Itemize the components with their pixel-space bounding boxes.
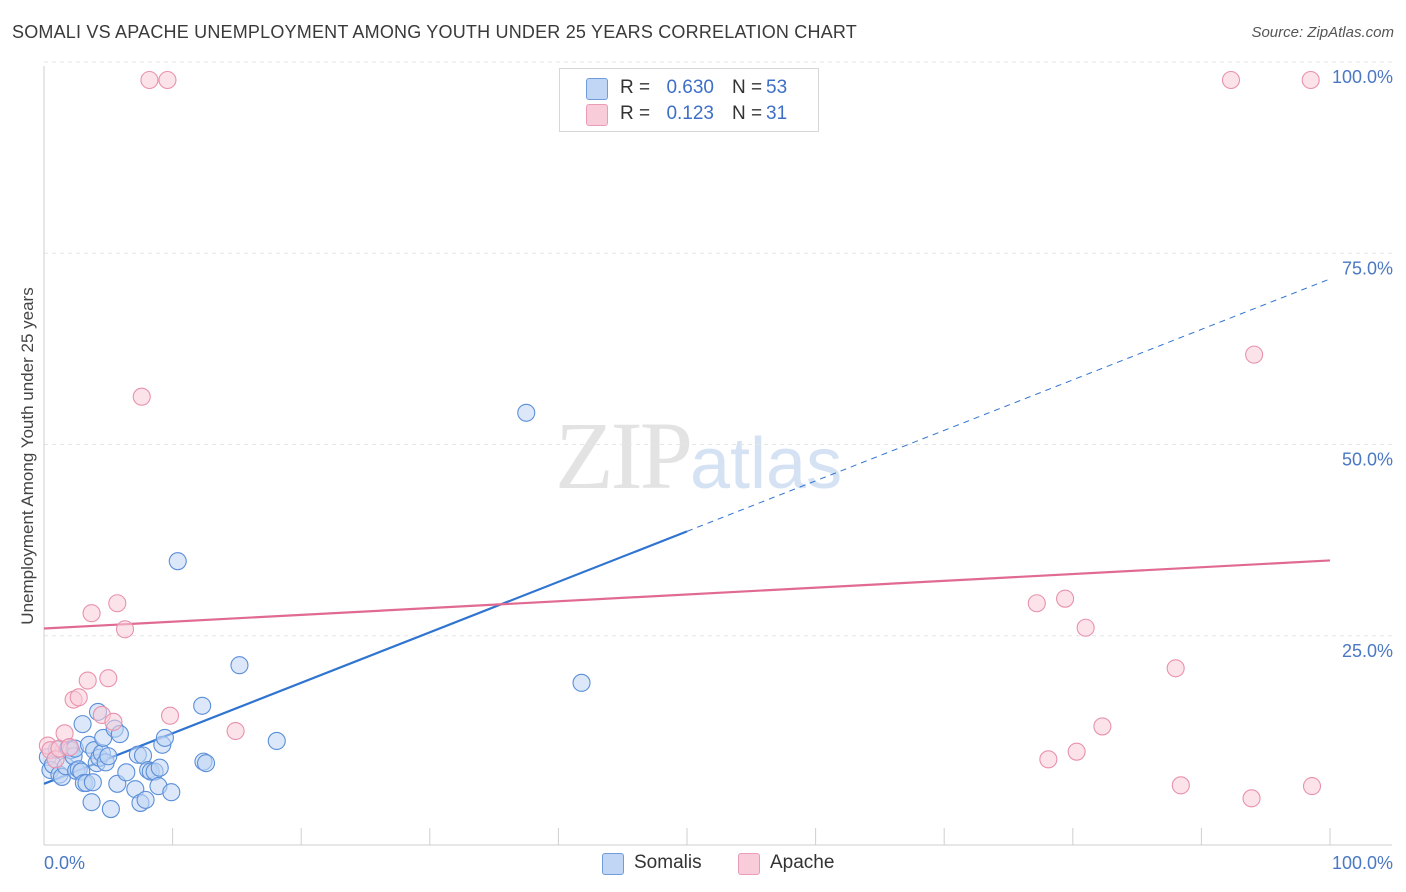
data-point-apache: [1027, 594, 1046, 613]
axes: [43, 66, 1392, 846]
x-tick-label: 100.0%: [1332, 853, 1393, 873]
trend-line-extension-somalis: [686, 278, 1331, 532]
data-point-somalis: [155, 728, 174, 747]
somalis-legend-label: Somalis: [634, 852, 702, 873]
source-credit: Source: ZipAtlas.com: [1251, 24, 1394, 41]
data-point-apache: [1093, 717, 1112, 736]
grid-lines: [44, 61, 1392, 637]
legend-row-apache: R = 0.123 N = 31: [560, 102, 818, 128]
y-tick-label: 25.0%: [1342, 641, 1393, 661]
apache-r-value: 0.123: [666, 103, 714, 124]
data-point-somalis: [196, 754, 216, 773]
data-point-somalis: [168, 552, 187, 571]
data-point-apache: [1166, 659, 1185, 678]
somalis-r-value: 0.630: [666, 77, 714, 98]
trend-line-apache: [43, 559, 1331, 630]
data-point-apache: [99, 669, 118, 688]
somalis-legend-swatch: [602, 853, 624, 875]
trend-line-somalis: [43, 530, 688, 785]
data-point-apache: [108, 594, 127, 613]
data-point-somalis: [82, 793, 101, 812]
data-point-somalis: [73, 715, 92, 734]
data-point-somalis: [572, 673, 591, 692]
data-point-somalis: [117, 763, 136, 782]
data-point-apache: [1221, 70, 1241, 90]
apache-swatch: [586, 104, 608, 126]
data-point-somalis: [162, 783, 181, 802]
somalis-swatch: [586, 78, 608, 100]
apache-n-value: 31: [766, 103, 788, 124]
data-point-apache: [1301, 70, 1320, 90]
data-point-apache: [1076, 618, 1095, 637]
data-point-somalis: [267, 731, 286, 751]
trend-lines: [43, 278, 1331, 785]
data-point-somalis: [150, 758, 169, 777]
data-point-apache: [115, 620, 135, 639]
apache-legend-label: Apache: [770, 852, 835, 873]
watermark: ZIPatlas: [555, 400, 842, 511]
somalis-r-label: R =: [620, 77, 651, 98]
apache-legend-swatch: [738, 853, 760, 875]
data-point-apache: [60, 738, 79, 757]
data-point-apache: [1067, 742, 1086, 761]
watermark-atlas: atlas: [690, 424, 843, 504]
data-points: [38, 70, 1322, 819]
tick-labels: 25.0% 50.0% 75.0% 100.0% 0.0% 100.0%: [44, 67, 1393, 873]
data-point-somalis: [193, 696, 212, 715]
data-point-apache: [82, 604, 101, 623]
data-point-apache: [1039, 750, 1058, 769]
data-point-apache: [140, 70, 159, 90]
data-point-somalis: [101, 799, 120, 819]
data-point-apache: [69, 688, 88, 707]
y-tick-label: 100.0%: [1332, 67, 1393, 87]
data-point-apache: [104, 712, 123, 731]
data-point-apache: [226, 721, 245, 741]
data-point-apache: [1171, 776, 1190, 795]
apache-n-label: N =: [732, 103, 763, 124]
apache-r-label: R =: [620, 103, 651, 124]
watermark-zip: ZIP: [555, 402, 693, 509]
data-point-somalis: [230, 656, 249, 675]
data-point-apache: [160, 706, 180, 725]
y-tick-label: 75.0%: [1342, 258, 1393, 278]
data-point-somalis: [83, 773, 102, 792]
data-point-apache: [158, 70, 177, 90]
y-tick-label: 50.0%: [1342, 450, 1393, 470]
somalis-n-label: N =: [732, 77, 763, 98]
data-point-somalis: [99, 747, 118, 766]
legend-row-somalis: R = 0.630 N = 53: [560, 76, 818, 102]
somalis-n-value: 53: [766, 77, 788, 98]
correlation-legend: R = 0.630 N = 53 R = 0.123 N = 31: [559, 68, 819, 132]
x-tick-label: 0.0%: [44, 853, 85, 873]
data-point-somalis: [136, 790, 155, 809]
data-point-apache: [1056, 589, 1075, 608]
data-point-apache: [1302, 777, 1322, 796]
data-point-apache: [1242, 789, 1261, 808]
data-point-apache: [132, 387, 151, 406]
data-point-apache: [78, 671, 97, 690]
data-point-apache: [1245, 345, 1264, 364]
chart-title: SOMALI VS APACHE UNEMPLOYMENT AMONG YOUT…: [12, 22, 857, 42]
data-point-somalis: [517, 403, 536, 422]
